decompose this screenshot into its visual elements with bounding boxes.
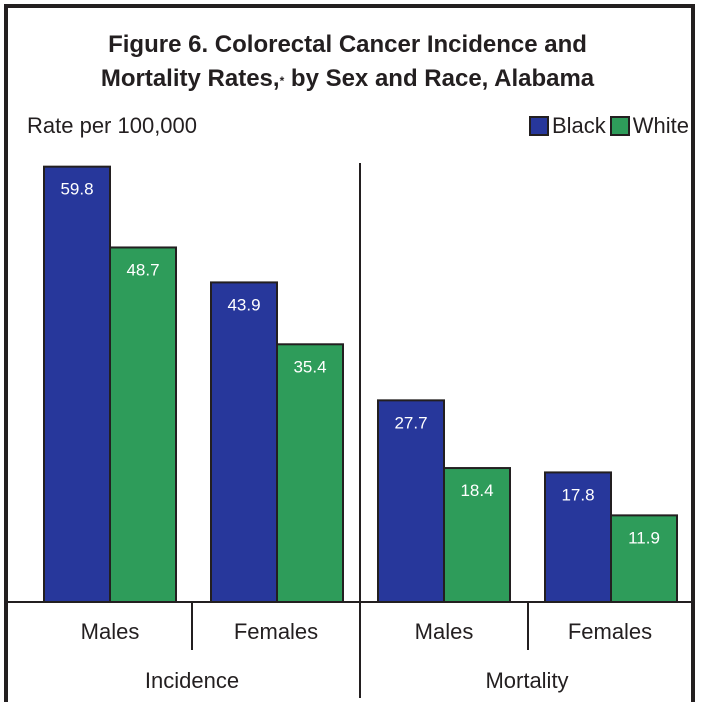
data-label-black-1: 59.8 bbox=[60, 180, 93, 199]
bar-white-2 bbox=[276, 343, 344, 603]
chart-title-line2-end: by Sex and Race, Alabama bbox=[284, 65, 595, 92]
footnote-mark: * bbox=[279, 74, 285, 88]
legend-item-black: Black bbox=[528, 113, 606, 139]
bar-white-1 bbox=[109, 246, 177, 604]
legend: Black White bbox=[525, 113, 689, 139]
category-label-4: Females bbox=[568, 619, 652, 644]
category-label-3: Males bbox=[415, 619, 474, 644]
legend-swatch-white bbox=[609, 116, 630, 136]
chart-title-line2-start: Mortality Rates, bbox=[100, 65, 280, 92]
data-label-black-4: 17.8 bbox=[561, 485, 594, 504]
legend-label-white: White bbox=[632, 113, 689, 138]
legend-label-black: Black bbox=[551, 113, 606, 138]
data-label-black-2: 43.9 bbox=[227, 295, 260, 314]
chart-title-line1: Figure 6. Colorectal Cancer Incidence an… bbox=[108, 31, 587, 58]
data-label-white-2: 35.4 bbox=[293, 357, 326, 376]
legend-item-white: White bbox=[609, 113, 689, 139]
chart-title-line2: Mortality Rates,* by Sex and Race, Alaba… bbox=[0, 62, 695, 96]
y-axis-label: Rate per 100,000 bbox=[27, 113, 198, 138]
data-label-white-4: 11.9 bbox=[628, 528, 660, 547]
data-label-white-1: 48.7 bbox=[126, 260, 159, 279]
bar-white-3 bbox=[443, 467, 511, 603]
chart-title: Figure 6. Colorectal Cancer Incidence an… bbox=[0, 28, 695, 96]
bar-black-3 bbox=[377, 399, 445, 603]
bar-black-1 bbox=[43, 165, 111, 603]
bar-black-2 bbox=[210, 281, 278, 603]
data-label-white-3: 18.4 bbox=[460, 481, 493, 500]
group-label-mortality: Mortality bbox=[485, 668, 568, 693]
bar-white-4 bbox=[610, 514, 678, 603]
category-label-1: Males bbox=[81, 619, 140, 644]
data-label-black-3: 27.7 bbox=[394, 413, 427, 432]
legend-swatch-black bbox=[528, 116, 549, 136]
category-label-2: Females bbox=[234, 619, 318, 644]
bar-black-4 bbox=[544, 471, 612, 603]
group-label-incidence: Incidence bbox=[145, 668, 239, 693]
